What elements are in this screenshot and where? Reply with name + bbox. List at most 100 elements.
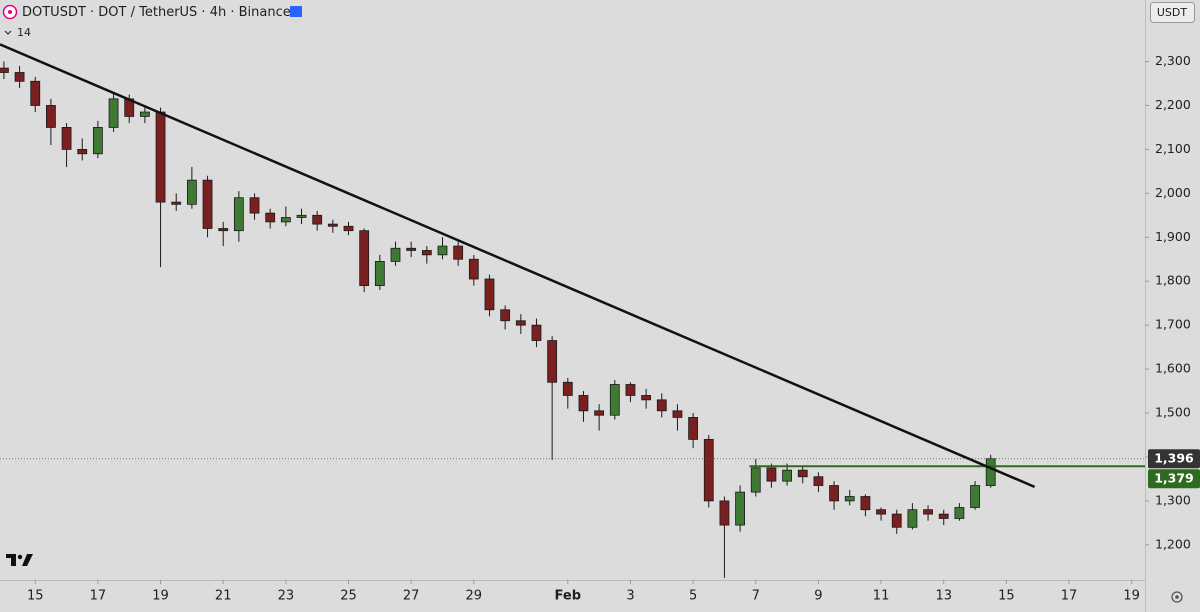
y-tick-label: 2,300 bbox=[1155, 53, 1191, 68]
candle bbox=[876, 507, 886, 521]
candle bbox=[954, 503, 965, 521]
candle bbox=[766, 463, 777, 488]
candle-body bbox=[249, 197, 260, 214]
candle-body bbox=[609, 384, 620, 416]
y-tick-label: 1,200 bbox=[1155, 536, 1191, 551]
candle-body bbox=[688, 417, 699, 440]
candle-body bbox=[923, 509, 933, 515]
candle bbox=[515, 314, 526, 334]
candle bbox=[970, 481, 980, 510]
candle-body bbox=[876, 509, 886, 515]
candle-body bbox=[938, 513, 949, 519]
level-price-box bbox=[1148, 469, 1200, 489]
y-tick-label: 1,700 bbox=[1155, 317, 1191, 332]
candle-body bbox=[437, 245, 448, 256]
candle-body bbox=[327, 223, 338, 227]
candle-body bbox=[625, 384, 636, 396]
candle-body bbox=[139, 111, 150, 117]
candle-body bbox=[202, 179, 213, 229]
candle bbox=[672, 404, 683, 431]
chart-title: DOTUSDT · DOT / TetherUS · 4h · Binance bbox=[22, 5, 291, 20]
candle-body bbox=[14, 72, 25, 82]
y-tick-label: 2,200 bbox=[1155, 97, 1191, 112]
candle-body bbox=[312, 214, 323, 225]
candle-body bbox=[844, 496, 855, 502]
last-price-label: 1,396 bbox=[1154, 451, 1194, 466]
candle bbox=[343, 221, 354, 236]
candle-body bbox=[186, 179, 197, 205]
candle-body bbox=[782, 469, 792, 482]
candle-body bbox=[484, 278, 495, 311]
candle bbox=[249, 193, 260, 220]
candle bbox=[923, 505, 933, 521]
candle-body bbox=[0, 67, 9, 73]
candle bbox=[985, 454, 996, 488]
candle-body bbox=[92, 127, 103, 155]
candle bbox=[500, 305, 511, 330]
y-tick-label: 1,800 bbox=[1155, 273, 1191, 288]
candle-body bbox=[46, 105, 56, 128]
candle bbox=[829, 481, 839, 510]
symbol-icon bbox=[2, 4, 18, 20]
y-tick-label: 1,300 bbox=[1155, 492, 1191, 507]
candle bbox=[390, 241, 401, 266]
x-tick-label: 19 bbox=[152, 589, 169, 604]
candle bbox=[813, 472, 824, 493]
candle bbox=[437, 237, 448, 260]
candle-body bbox=[594, 410, 605, 416]
candle-body bbox=[171, 201, 182, 205]
x-tick-label: 19 bbox=[1123, 589, 1140, 604]
candle bbox=[688, 413, 699, 449]
trendline bbox=[0, 43, 1036, 488]
candle-body bbox=[233, 197, 244, 232]
candle-body bbox=[406, 247, 417, 251]
x-tick-label: 17 bbox=[1061, 589, 1078, 604]
collapse-icon[interactable] bbox=[4, 30, 12, 35]
x-tick-label: 11 bbox=[873, 589, 890, 604]
currency-button[interactable] bbox=[1150, 2, 1195, 23]
candle-body bbox=[30, 80, 41, 106]
candle-body bbox=[703, 438, 714, 502]
candle-body bbox=[265, 212, 276, 223]
candle bbox=[782, 463, 792, 486]
candle bbox=[703, 435, 714, 508]
candle-body bbox=[343, 225, 354, 232]
candle bbox=[594, 404, 605, 431]
candle bbox=[468, 254, 479, 286]
candle-body bbox=[641, 395, 652, 401]
candle bbox=[139, 105, 150, 124]
candle bbox=[891, 509, 902, 534]
candle-body bbox=[500, 309, 511, 322]
candle bbox=[641, 388, 652, 409]
candle-body bbox=[421, 250, 432, 256]
candle-body bbox=[374, 261, 385, 287]
candle-body bbox=[970, 485, 980, 508]
candle bbox=[108, 92, 119, 132]
x-tick-label: 17 bbox=[90, 589, 107, 604]
currency-label: USDT bbox=[1157, 6, 1188, 19]
candle bbox=[562, 377, 573, 409]
y-tick-label: 1,500 bbox=[1155, 405, 1191, 420]
candle-body bbox=[468, 258, 479, 280]
candle bbox=[578, 391, 589, 422]
candle bbox=[844, 489, 855, 506]
settings-icon[interactable] bbox=[1171, 591, 1183, 603]
x-tick-label: 25 bbox=[340, 589, 357, 604]
level-price-label: 1,379 bbox=[1154, 471, 1194, 486]
x-tick-label: 27 bbox=[403, 589, 420, 604]
candle bbox=[656, 393, 667, 418]
candle bbox=[46, 98, 56, 145]
candle-body bbox=[735, 491, 745, 526]
candle-body bbox=[954, 507, 965, 519]
y-tick-label: 1,900 bbox=[1155, 229, 1191, 244]
candle-body bbox=[797, 469, 808, 478]
x-tick-label: 29 bbox=[466, 589, 483, 604]
candle bbox=[719, 496, 730, 578]
x-tick-label: 15 bbox=[27, 589, 44, 604]
candle-body bbox=[860, 496, 871, 511]
candle bbox=[327, 219, 338, 233]
flag-icon bbox=[290, 6, 302, 17]
